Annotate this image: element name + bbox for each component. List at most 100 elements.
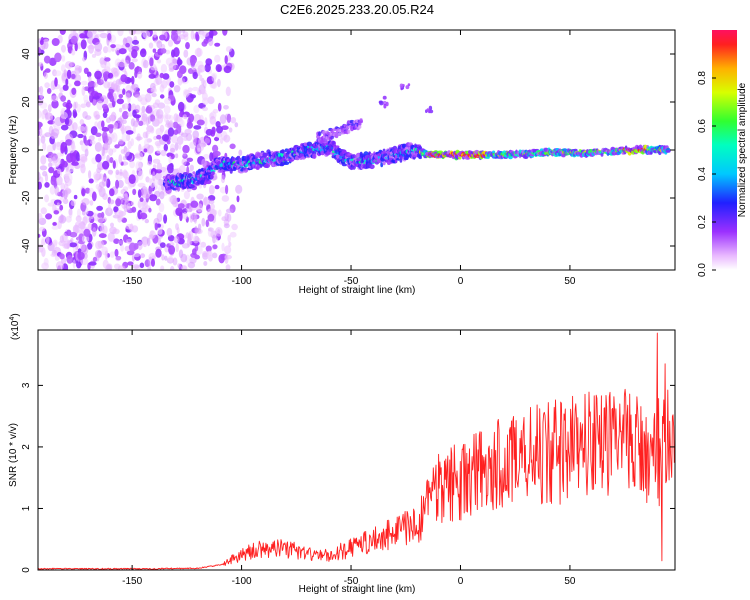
heatmap-cell	[83, 129, 88, 136]
heatmap-cell	[88, 178, 94, 184]
heatmap-cell	[171, 134, 178, 144]
heatmap-cell	[69, 231, 78, 238]
heatmap-cell	[405, 85, 410, 90]
heatmap-cell	[103, 81, 111, 89]
heatmap-cell	[221, 125, 229, 130]
heatmap-cell	[203, 261, 208, 266]
heatmap-cell	[155, 116, 160, 125]
heatmap-cell	[110, 44, 116, 49]
heatmap-cell	[66, 104, 71, 114]
heatmap-cell	[176, 135, 184, 145]
heatmap-cell	[184, 128, 192, 135]
heatmap-cell	[90, 91, 99, 97]
heatmap-cell	[173, 129, 179, 135]
heatmap-cell	[131, 58, 138, 63]
heatmap-cell	[284, 161, 290, 165]
heatmap-cell	[104, 250, 109, 260]
heatmap-cell	[96, 100, 104, 111]
spectrogram-x-ticks: -150 -100 -50 0 50	[122, 30, 576, 287]
heatmap-cell	[143, 239, 148, 248]
heatmap-cell	[138, 143, 142, 153]
heatmap-cell	[187, 237, 193, 246]
heatmap-cell	[159, 94, 165, 99]
heatmap-cell	[131, 206, 137, 213]
heatmap-cell	[154, 140, 162, 147]
heatmap-cell	[207, 213, 215, 222]
heatmap-cell	[118, 107, 123, 113]
heatmap-cell	[121, 125, 127, 134]
heatmap-cell	[217, 78, 221, 88]
heatmap-cell	[169, 147, 176, 153]
heatmap-cell	[58, 215, 67, 224]
heatmap-cell	[92, 256, 98, 262]
heatmap-cell	[131, 75, 135, 85]
heatmap-cell	[98, 137, 102, 142]
heatmap-cell	[60, 124, 69, 131]
y-tick-label: -40	[21, 238, 32, 253]
heatmap-cell	[218, 209, 222, 217]
heatmap-cell	[121, 133, 128, 143]
x-tick-label: 50	[564, 576, 576, 587]
heatmap-cell	[87, 30, 95, 39]
heatmap-cell	[88, 170, 92, 179]
heatmap-cell	[160, 149, 167, 157]
heatmap-cell	[128, 242, 137, 252]
colorbar: 0.0 0.2 0.4 0.6 0.8 Normalized spectral ampl…	[697, 30, 748, 277]
heatmap-cell	[99, 32, 108, 39]
heatmap-cell	[264, 163, 270, 169]
heatmap-cell	[75, 151, 80, 162]
heatmap-cell	[117, 30, 124, 37]
heatmap-cell	[57, 168, 62, 175]
heatmap-cell	[100, 76, 104, 83]
y-tick-label: 2	[21, 444, 32, 450]
heatmap-cell	[155, 75, 162, 85]
heatmap-cell	[111, 132, 118, 143]
y-tick-label: -20	[21, 190, 32, 205]
heatmap-cell	[38, 123, 42, 131]
heatmap-cell	[135, 161, 142, 172]
heatmap-cell	[120, 149, 126, 154]
heatmap-cell	[95, 132, 102, 137]
heatmap-cell	[139, 94, 147, 101]
heatmap-cell	[94, 142, 102, 152]
heatmap-cell	[262, 152, 268, 158]
heatmap-cell	[192, 235, 200, 244]
heatmap-cell	[382, 95, 387, 100]
heatmap-cell	[382, 100, 387, 106]
heatmap-cell	[94, 121, 99, 128]
heatmap-cell	[53, 210, 60, 215]
heatmap-cell	[168, 62, 177, 71]
heatmap-cell	[192, 248, 197, 256]
heatmap-cell	[114, 44, 122, 49]
heatmap-cell	[149, 187, 154, 192]
heatmap-cell	[159, 191, 165, 200]
heatmap-cell	[200, 241, 207, 248]
heatmap-cell	[193, 214, 197, 224]
heatmap-cell	[98, 233, 107, 239]
heatmap-cell	[131, 49, 138, 59]
y-tick-label: 40	[21, 48, 32, 60]
heatmap-cell	[125, 42, 130, 48]
heatmap-cell	[188, 113, 195, 123]
heatmap-cell	[142, 30, 151, 39]
heatmap-cell	[225, 208, 234, 214]
heatmap-cell	[109, 157, 114, 164]
heatmap-cell	[108, 203, 111, 214]
heatmap-cell	[318, 131, 322, 137]
heatmap-cell	[226, 54, 231, 62]
heatmap-cell	[38, 233, 41, 238]
heatmap-cell	[155, 198, 161, 206]
heatmap-cell	[214, 136, 220, 142]
heatmap-cell	[198, 169, 202, 173]
snr-y-multiplier-base: (x10	[10, 320, 21, 340]
heatmap-cell	[104, 57, 111, 62]
heatmap-cell	[199, 74, 203, 82]
heatmap-cell	[71, 143, 76, 152]
heatmap-cell	[159, 84, 165, 93]
heatmap-cell	[137, 152, 144, 161]
heatmap-cell	[173, 236, 180, 244]
heatmap-cell	[101, 126, 110, 132]
heatmap-cell	[134, 94, 141, 99]
heatmap-cell	[102, 103, 108, 110]
heatmap-cell	[88, 80, 94, 88]
